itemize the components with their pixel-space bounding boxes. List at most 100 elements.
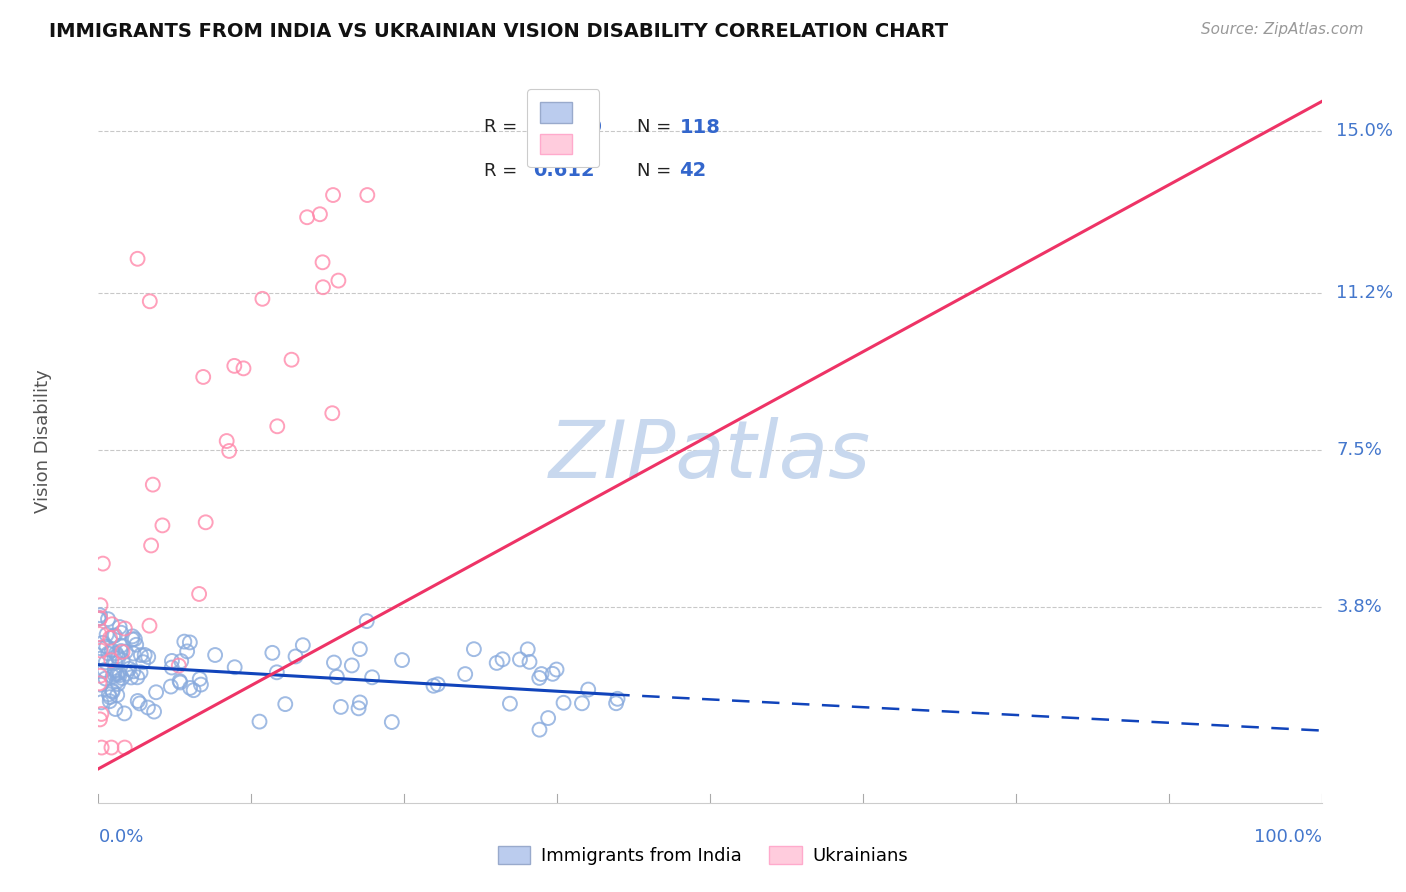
Point — [391, 653, 413, 667]
Point — [218, 444, 240, 458]
Point — [454, 667, 477, 681]
Point — [89, 669, 111, 683]
Point — [89, 611, 111, 625]
Point — [145, 685, 167, 699]
Point — [89, 627, 111, 641]
Point — [104, 628, 127, 642]
Point — [322, 188, 344, 202]
Point — [96, 640, 118, 654]
Point — [295, 211, 318, 225]
Point — [194, 516, 217, 530]
Point — [160, 680, 183, 694]
Point — [105, 674, 128, 689]
Point — [553, 696, 575, 710]
Point — [136, 650, 159, 665]
Text: 42: 42 — [679, 161, 707, 180]
Text: 100.0%: 100.0% — [1254, 829, 1322, 847]
Point — [546, 663, 568, 677]
Point — [266, 419, 288, 434]
Point — [361, 670, 384, 684]
Text: 15.0%: 15.0% — [1336, 122, 1393, 140]
Point — [356, 188, 378, 202]
Point — [100, 740, 122, 755]
Point — [328, 274, 350, 288]
Point — [107, 651, 129, 665]
Point — [100, 643, 122, 657]
Text: -0.209: -0.209 — [533, 118, 602, 136]
Point — [90, 643, 112, 657]
Point — [323, 656, 346, 670]
Point — [329, 700, 352, 714]
Point — [105, 667, 128, 681]
Point — [104, 702, 127, 716]
Point — [103, 667, 125, 681]
Point — [349, 695, 371, 709]
Point — [519, 655, 541, 669]
Point — [167, 658, 190, 673]
Point — [605, 696, 627, 710]
Point — [176, 644, 198, 658]
Text: 118: 118 — [679, 118, 720, 136]
Point — [96, 627, 118, 641]
Legend: Immigrants from India, Ukrainians: Immigrants from India, Ukrainians — [489, 837, 917, 874]
Text: 3.8%: 3.8% — [1336, 599, 1382, 616]
Text: 0.612: 0.612 — [533, 161, 595, 180]
Point — [509, 652, 531, 666]
Point — [91, 636, 114, 650]
Point — [89, 598, 111, 612]
Point — [179, 681, 201, 695]
Point — [97, 647, 120, 661]
Point — [89, 611, 111, 625]
Point — [349, 642, 371, 657]
Point — [121, 632, 143, 647]
Point — [311, 255, 333, 269]
Point — [120, 670, 142, 684]
Point — [127, 694, 149, 708]
Point — [179, 635, 201, 649]
Point — [188, 587, 211, 601]
Point — [98, 694, 121, 708]
Point — [128, 697, 150, 711]
Point — [115, 666, 138, 681]
Point — [188, 672, 211, 686]
Point — [136, 700, 159, 714]
Point — [108, 668, 131, 682]
Point — [173, 634, 195, 648]
Point — [309, 207, 332, 221]
Point — [127, 670, 149, 684]
Point — [122, 647, 145, 661]
Point — [193, 370, 215, 384]
Point — [90, 706, 112, 721]
Point — [280, 352, 302, 367]
Point — [537, 711, 560, 725]
Point — [224, 359, 246, 373]
Point — [340, 658, 363, 673]
Point — [541, 666, 564, 681]
Point — [160, 654, 183, 668]
Point — [108, 620, 131, 634]
Point — [110, 625, 132, 640]
Point — [89, 712, 111, 726]
Point — [381, 714, 404, 729]
Point — [125, 638, 148, 652]
Point — [94, 672, 117, 686]
Point — [132, 655, 155, 669]
Point — [101, 617, 124, 632]
Point — [122, 665, 145, 679]
Point — [115, 644, 138, 658]
Point — [89, 608, 111, 623]
Point — [347, 701, 370, 715]
Point — [105, 646, 128, 660]
Point — [90, 678, 112, 692]
Point — [91, 557, 114, 571]
Point — [224, 660, 246, 674]
Point — [105, 688, 128, 702]
Point — [426, 677, 449, 691]
Point — [170, 654, 193, 668]
Point — [139, 539, 162, 553]
Point — [101, 685, 124, 699]
Point — [143, 705, 166, 719]
Point — [274, 697, 297, 711]
Point — [485, 656, 508, 670]
Point — [529, 671, 551, 685]
